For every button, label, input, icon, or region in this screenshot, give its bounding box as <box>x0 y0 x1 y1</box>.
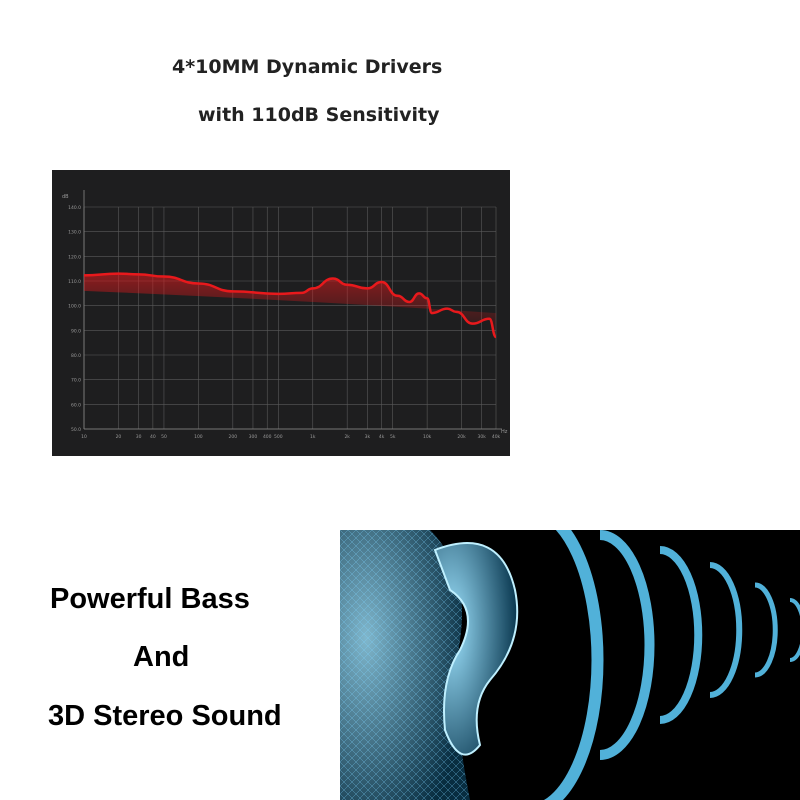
y-tick-label: 50.0 <box>71 427 81 433</box>
x-tick-label: 5k <box>390 434 396 440</box>
y-tick-label: 60.0 <box>71 402 81 408</box>
y-tick-label: 80.0 <box>71 353 81 359</box>
heading-line-2: with 110dB Sensitivity <box>198 104 440 126</box>
x-tick-label: 200 <box>229 434 238 440</box>
y-tick-label: 120.0 <box>68 254 81 260</box>
response-curve <box>83 272 497 339</box>
y-tick-label: 100.0 <box>68 304 81 310</box>
sound-wave-arc <box>529 504 604 800</box>
chart-svg: 140.0 130.0 120.0 110.0 100.0 90.0 80.0 70.0 60.… <box>62 190 508 440</box>
x-tick-label: 30k <box>478 434 487 440</box>
x-tick-label: 500 <box>274 434 283 440</box>
y-tick-label: 110.0 <box>68 279 81 285</box>
x-tick-label: 20k <box>457 434 466 440</box>
x-tick-label: 1k <box>310 434 316 440</box>
ear-waves-graphic <box>340 504 800 800</box>
frequency-response-chart: 140.0 130.0 120.0 110.0 100.0 90.0 80.0 70.0 60.… <box>52 170 510 456</box>
x-axis-label: Hz <box>501 429 508 435</box>
heading-line-1: 4*10MM Dynamic Drivers <box>172 56 443 78</box>
x-tick-label: 300 <box>249 434 258 440</box>
sound-wave-arc <box>789 598 800 662</box>
y-tick-label: 70.0 <box>71 378 81 384</box>
x-tick-label: 3k <box>365 434 371 440</box>
x-tick-label: 40 <box>150 434 156 440</box>
y-tick-label: 90.0 <box>71 328 81 334</box>
sound-wave-arc <box>709 562 743 698</box>
x-tick-label: 100 <box>194 434 203 440</box>
x-tick-label: 4k <box>379 434 385 440</box>
feature-line-3: 3D Stereo Sound <box>48 700 282 732</box>
x-tick-label: 400 <box>263 434 272 440</box>
feature-line-2: And <box>133 641 190 673</box>
y-tick-label: 140.0 <box>68 205 81 211</box>
x-tick-label: 20 <box>116 434 122 440</box>
sound-wave-arc <box>659 546 703 724</box>
sound-wave-arc <box>754 582 778 678</box>
x-tick-label: 10 <box>81 434 87 440</box>
y-tick-label: 130.0 <box>68 230 81 236</box>
response-area <box>84 273 496 337</box>
ear-sound-wave-illustration <box>340 504 800 800</box>
x-tick-label: 50 <box>161 434 167 440</box>
head-mesh <box>340 530 470 800</box>
x-tick-label: 2k <box>344 434 350 440</box>
y-axis-label: dB <box>62 194 69 200</box>
x-tick-label: 30 <box>136 434 142 440</box>
sound-wave-arc <box>599 530 655 760</box>
feature-line-1: Powerful Bass <box>50 583 250 615</box>
x-tick-label: 40k <box>492 434 501 440</box>
ear-shape <box>433 542 519 756</box>
x-tick-label: 10k <box>423 434 432 440</box>
